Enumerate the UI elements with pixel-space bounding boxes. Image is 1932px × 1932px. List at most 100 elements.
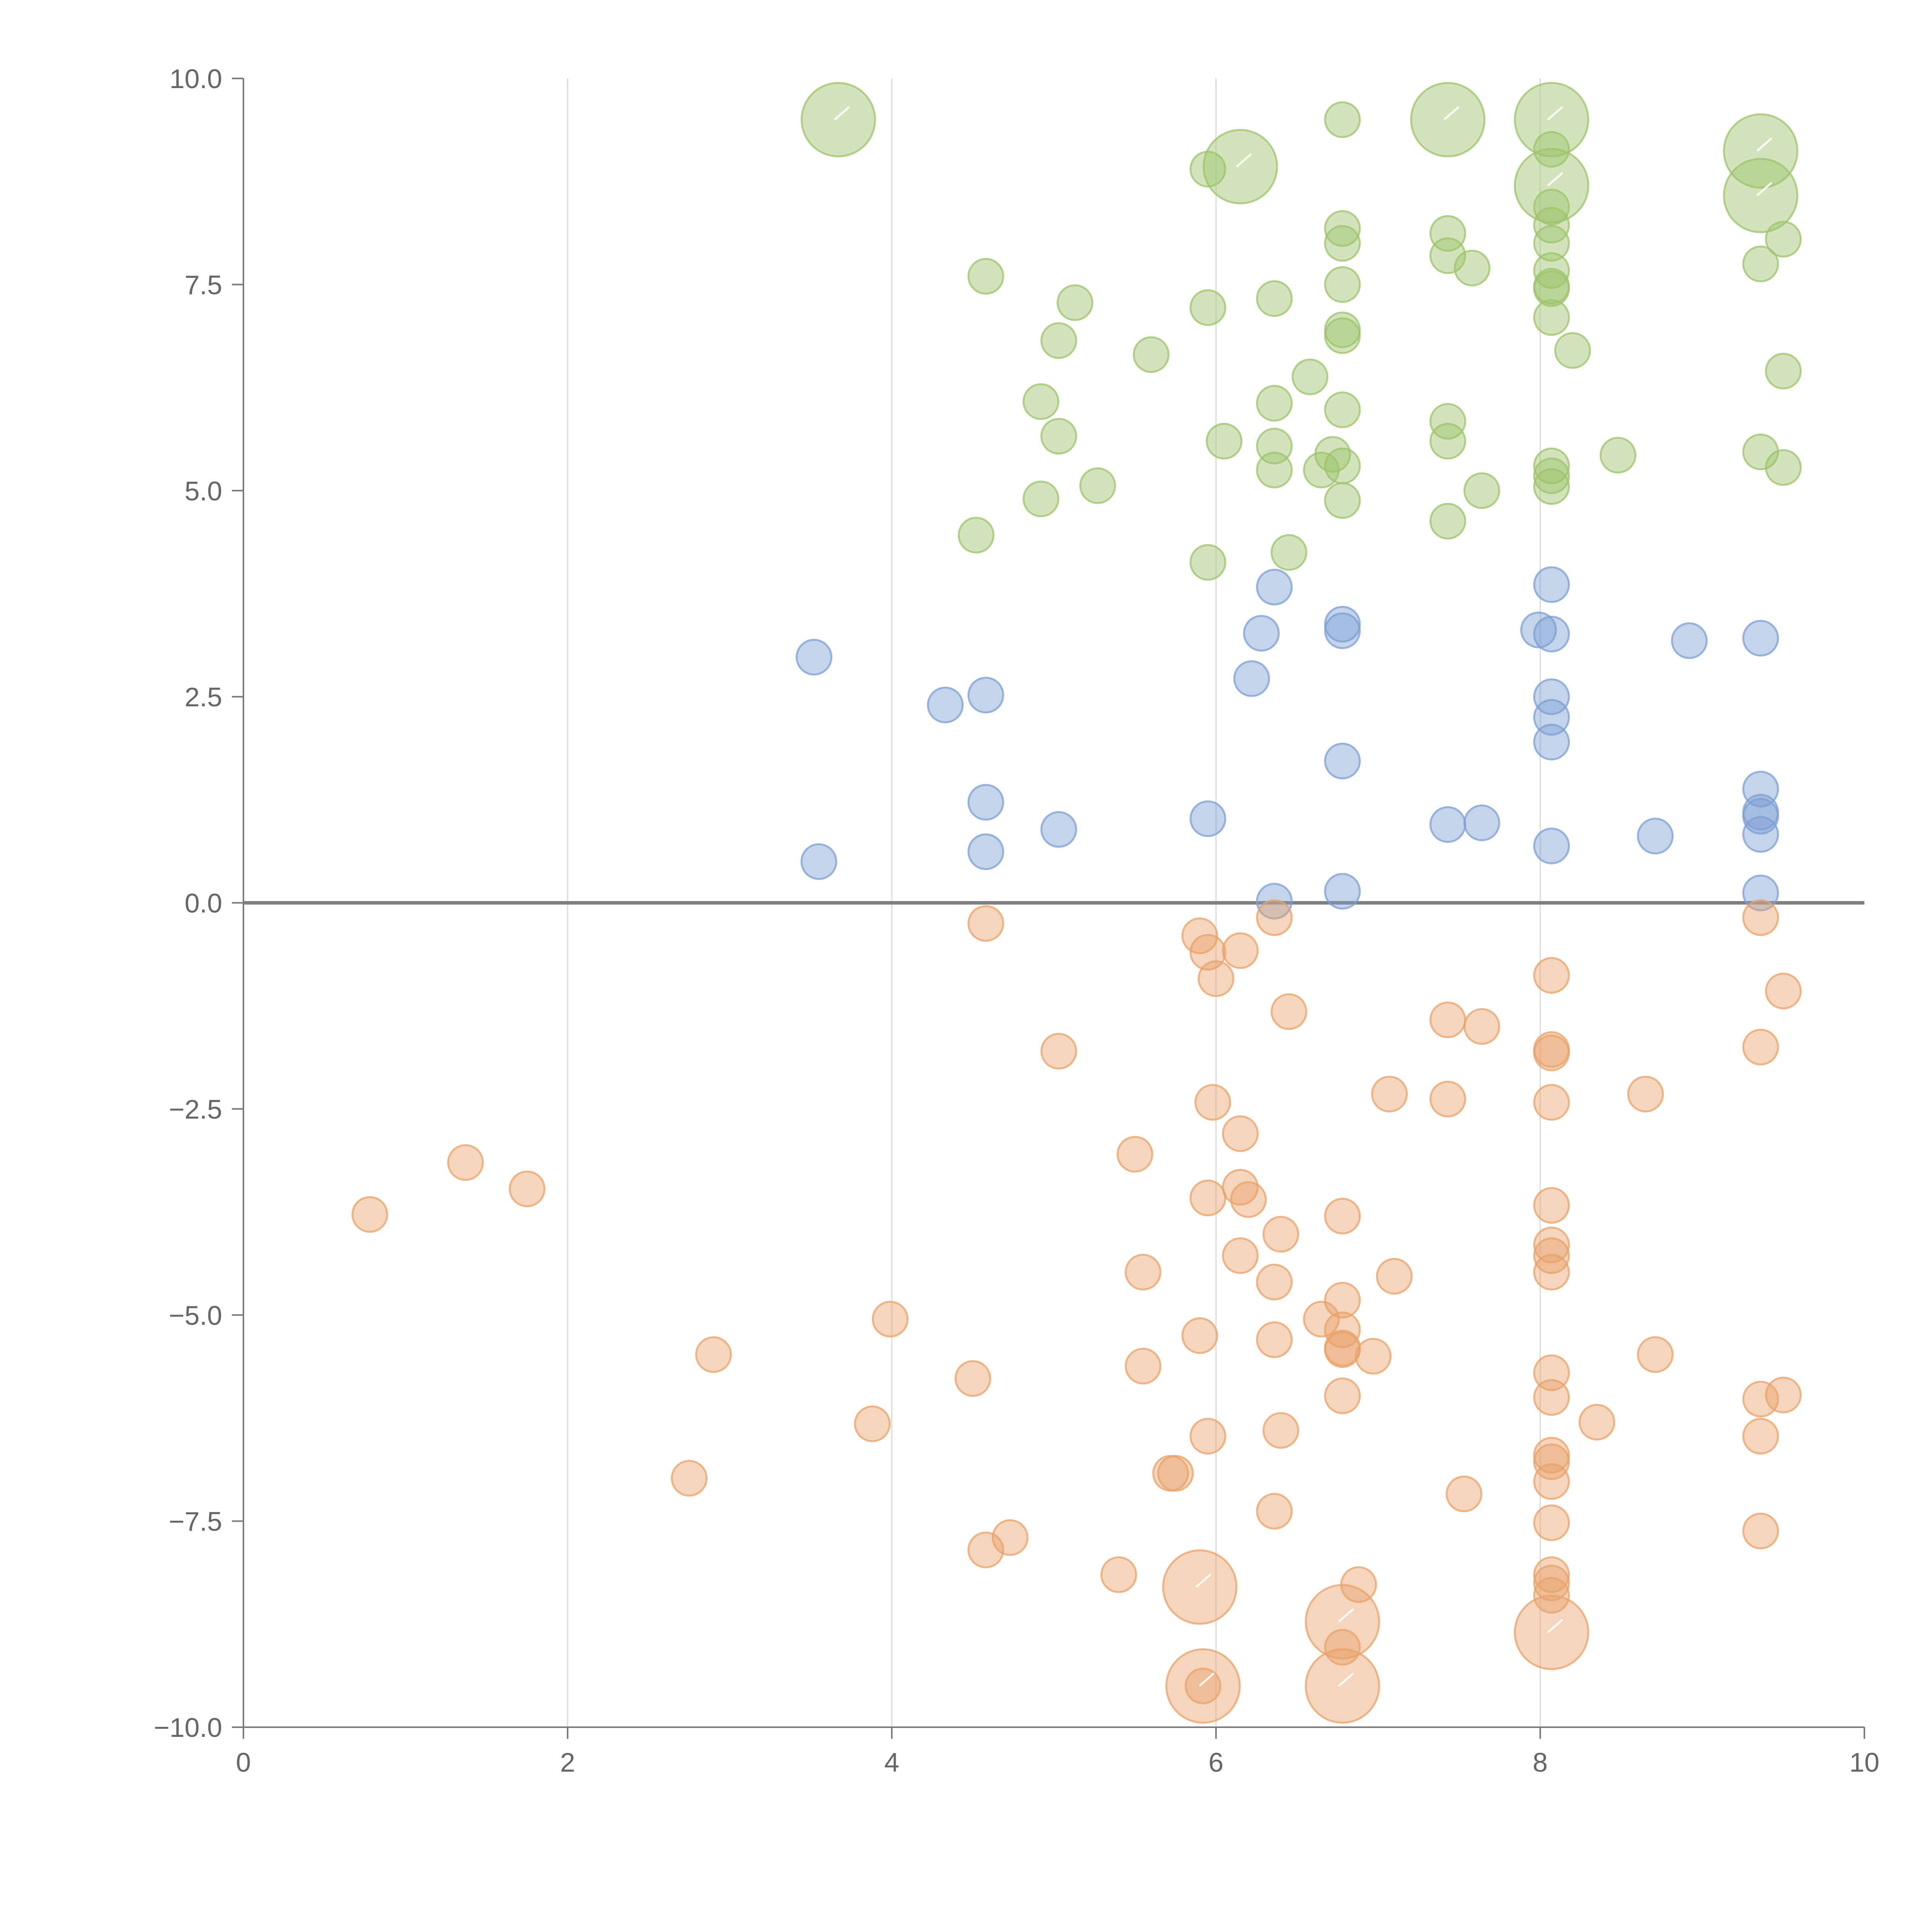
data-point-blue (1671, 622, 1708, 659)
data-point-green (1429, 423, 1466, 460)
y-tick-label: 10.0 (170, 64, 222, 94)
data-point-blue (796, 639, 833, 676)
y-tick-label: 7.5 (185, 270, 222, 300)
label-leader-lines (834, 106, 1772, 1687)
data-point-green (1270, 534, 1308, 571)
data-point-orange (1742, 1512, 1779, 1549)
data-point-orange (1765, 973, 1802, 1010)
data-point-blue (1533, 723, 1570, 760)
data-point-blue (800, 843, 837, 880)
axis-layer: 0 2 4 6 8 10 −10.0 −7.5 −5.0 −2.5 0.0 2.5 5.0 7.5 10.0 (154, 64, 1879, 1777)
label-leader-line (1547, 106, 1563, 121)
data-point-orange (1124, 1348, 1162, 1385)
data-point-green (1040, 418, 1077, 455)
label-leader-line (1236, 153, 1252, 168)
data-point-green (1765, 449, 1802, 486)
data-point-green (1324, 482, 1361, 519)
data-point-orange (1324, 1377, 1361, 1414)
data-point-orange (967, 1531, 1004, 1568)
data-point-green (801, 82, 876, 158)
data-point-orange (967, 905, 1004, 942)
data-point-orange (1533, 1379, 1570, 1416)
data-point-blue (1324, 743, 1361, 780)
data-point-blue (1520, 611, 1557, 648)
data-point-green (1324, 391, 1361, 429)
y-tick-label: −7.5 (169, 1507, 222, 1537)
data-point-orange (1222, 1237, 1259, 1274)
data-point-orange (1533, 1504, 1570, 1541)
data-point-orange (671, 1460, 708, 1497)
data-point-blue (1324, 612, 1361, 649)
data-point-orange (1262, 1412, 1299, 1449)
data-point-orange (1765, 1376, 1802, 1413)
data-point-green (1133, 336, 1170, 373)
data-point-orange (1429, 1001, 1466, 1038)
data-point-orange (1533, 1034, 1570, 1071)
data-point-green (1463, 472, 1500, 509)
label-leader-line (1338, 1608, 1354, 1622)
data-point-green (1324, 317, 1361, 354)
data-point-green (1554, 332, 1591, 369)
data-point-orange (1270, 993, 1308, 1030)
x-tick-label: 6 (1209, 1747, 1224, 1777)
data-point-orange (1162, 1549, 1238, 1625)
data-point-green (1599, 437, 1636, 474)
data-point-orange (854, 1405, 891, 1442)
data-point-orange (992, 1519, 1029, 1556)
data-point-orange (1429, 1080, 1466, 1117)
data-point-orange (1355, 1338, 1392, 1375)
data-point-orange (1324, 1629, 1361, 1666)
label-leader-line (1547, 172, 1563, 187)
y-tick-label: −10.0 (154, 1713, 222, 1743)
data-point-green (1514, 82, 1589, 158)
data-point-blue (1742, 816, 1779, 853)
data-point-orange (1116, 1136, 1153, 1173)
data-point-green (1256, 280, 1293, 317)
data-point-green (1040, 322, 1077, 359)
data-point-orange (1256, 1264, 1293, 1301)
data-point-green (1514, 148, 1589, 223)
x-tick-label: 0 (236, 1747, 251, 1777)
label-leader-line (1195, 1573, 1212, 1588)
data-point-green (1429, 237, 1466, 274)
data-point-green (1291, 358, 1328, 395)
data-point-orange (1533, 1463, 1570, 1500)
data-point-orange (1446, 1475, 1483, 1512)
data-point-orange (1463, 1008, 1500, 1045)
data-point-green (1533, 270, 1570, 307)
data-point-blue (1463, 804, 1500, 842)
data-point-orange (1533, 1084, 1570, 1121)
data-point-orange (1514, 1595, 1589, 1670)
data-point-orange (1533, 1443, 1570, 1480)
data-point-orange (1189, 1418, 1226, 1455)
data-point-blue (1429, 806, 1466, 843)
data-point-blue (1533, 678, 1570, 715)
label-leader-line (1338, 1672, 1354, 1687)
data-point-green (1765, 352, 1802, 389)
data-point-green (1202, 129, 1278, 204)
data-point-green (1256, 385, 1293, 422)
y-tick-label: 5.0 (185, 476, 222, 506)
x-tick-label: 8 (1533, 1747, 1548, 1777)
data-point-green (1079, 467, 1116, 504)
y-tick-label: 0.0 (185, 888, 222, 918)
x-tick-label: 2 (560, 1747, 575, 1777)
data-point-orange (1324, 1197, 1361, 1235)
label-leader-line (1756, 182, 1772, 196)
data-point-orange (1533, 1565, 1570, 1602)
data-point-orange (1637, 1336, 1674, 1373)
data-point-green (1189, 289, 1226, 326)
data-point-blue (1243, 615, 1280, 652)
data-point-orange (1256, 1321, 1293, 1358)
data-point-green (1533, 299, 1570, 336)
data-point-green (1429, 503, 1466, 540)
data-point-green (967, 258, 1004, 295)
data-point-orange (1262, 1216, 1299, 1253)
data-point-blue (1256, 568, 1293, 605)
data-point-green (1324, 225, 1361, 262)
data-point-orange (1222, 932, 1259, 969)
label-leader-line (1547, 1619, 1563, 1633)
data-point-orange (1189, 1179, 1226, 1216)
data-point-orange (1533, 1253, 1570, 1291)
data-point-orange (1165, 1648, 1241, 1724)
